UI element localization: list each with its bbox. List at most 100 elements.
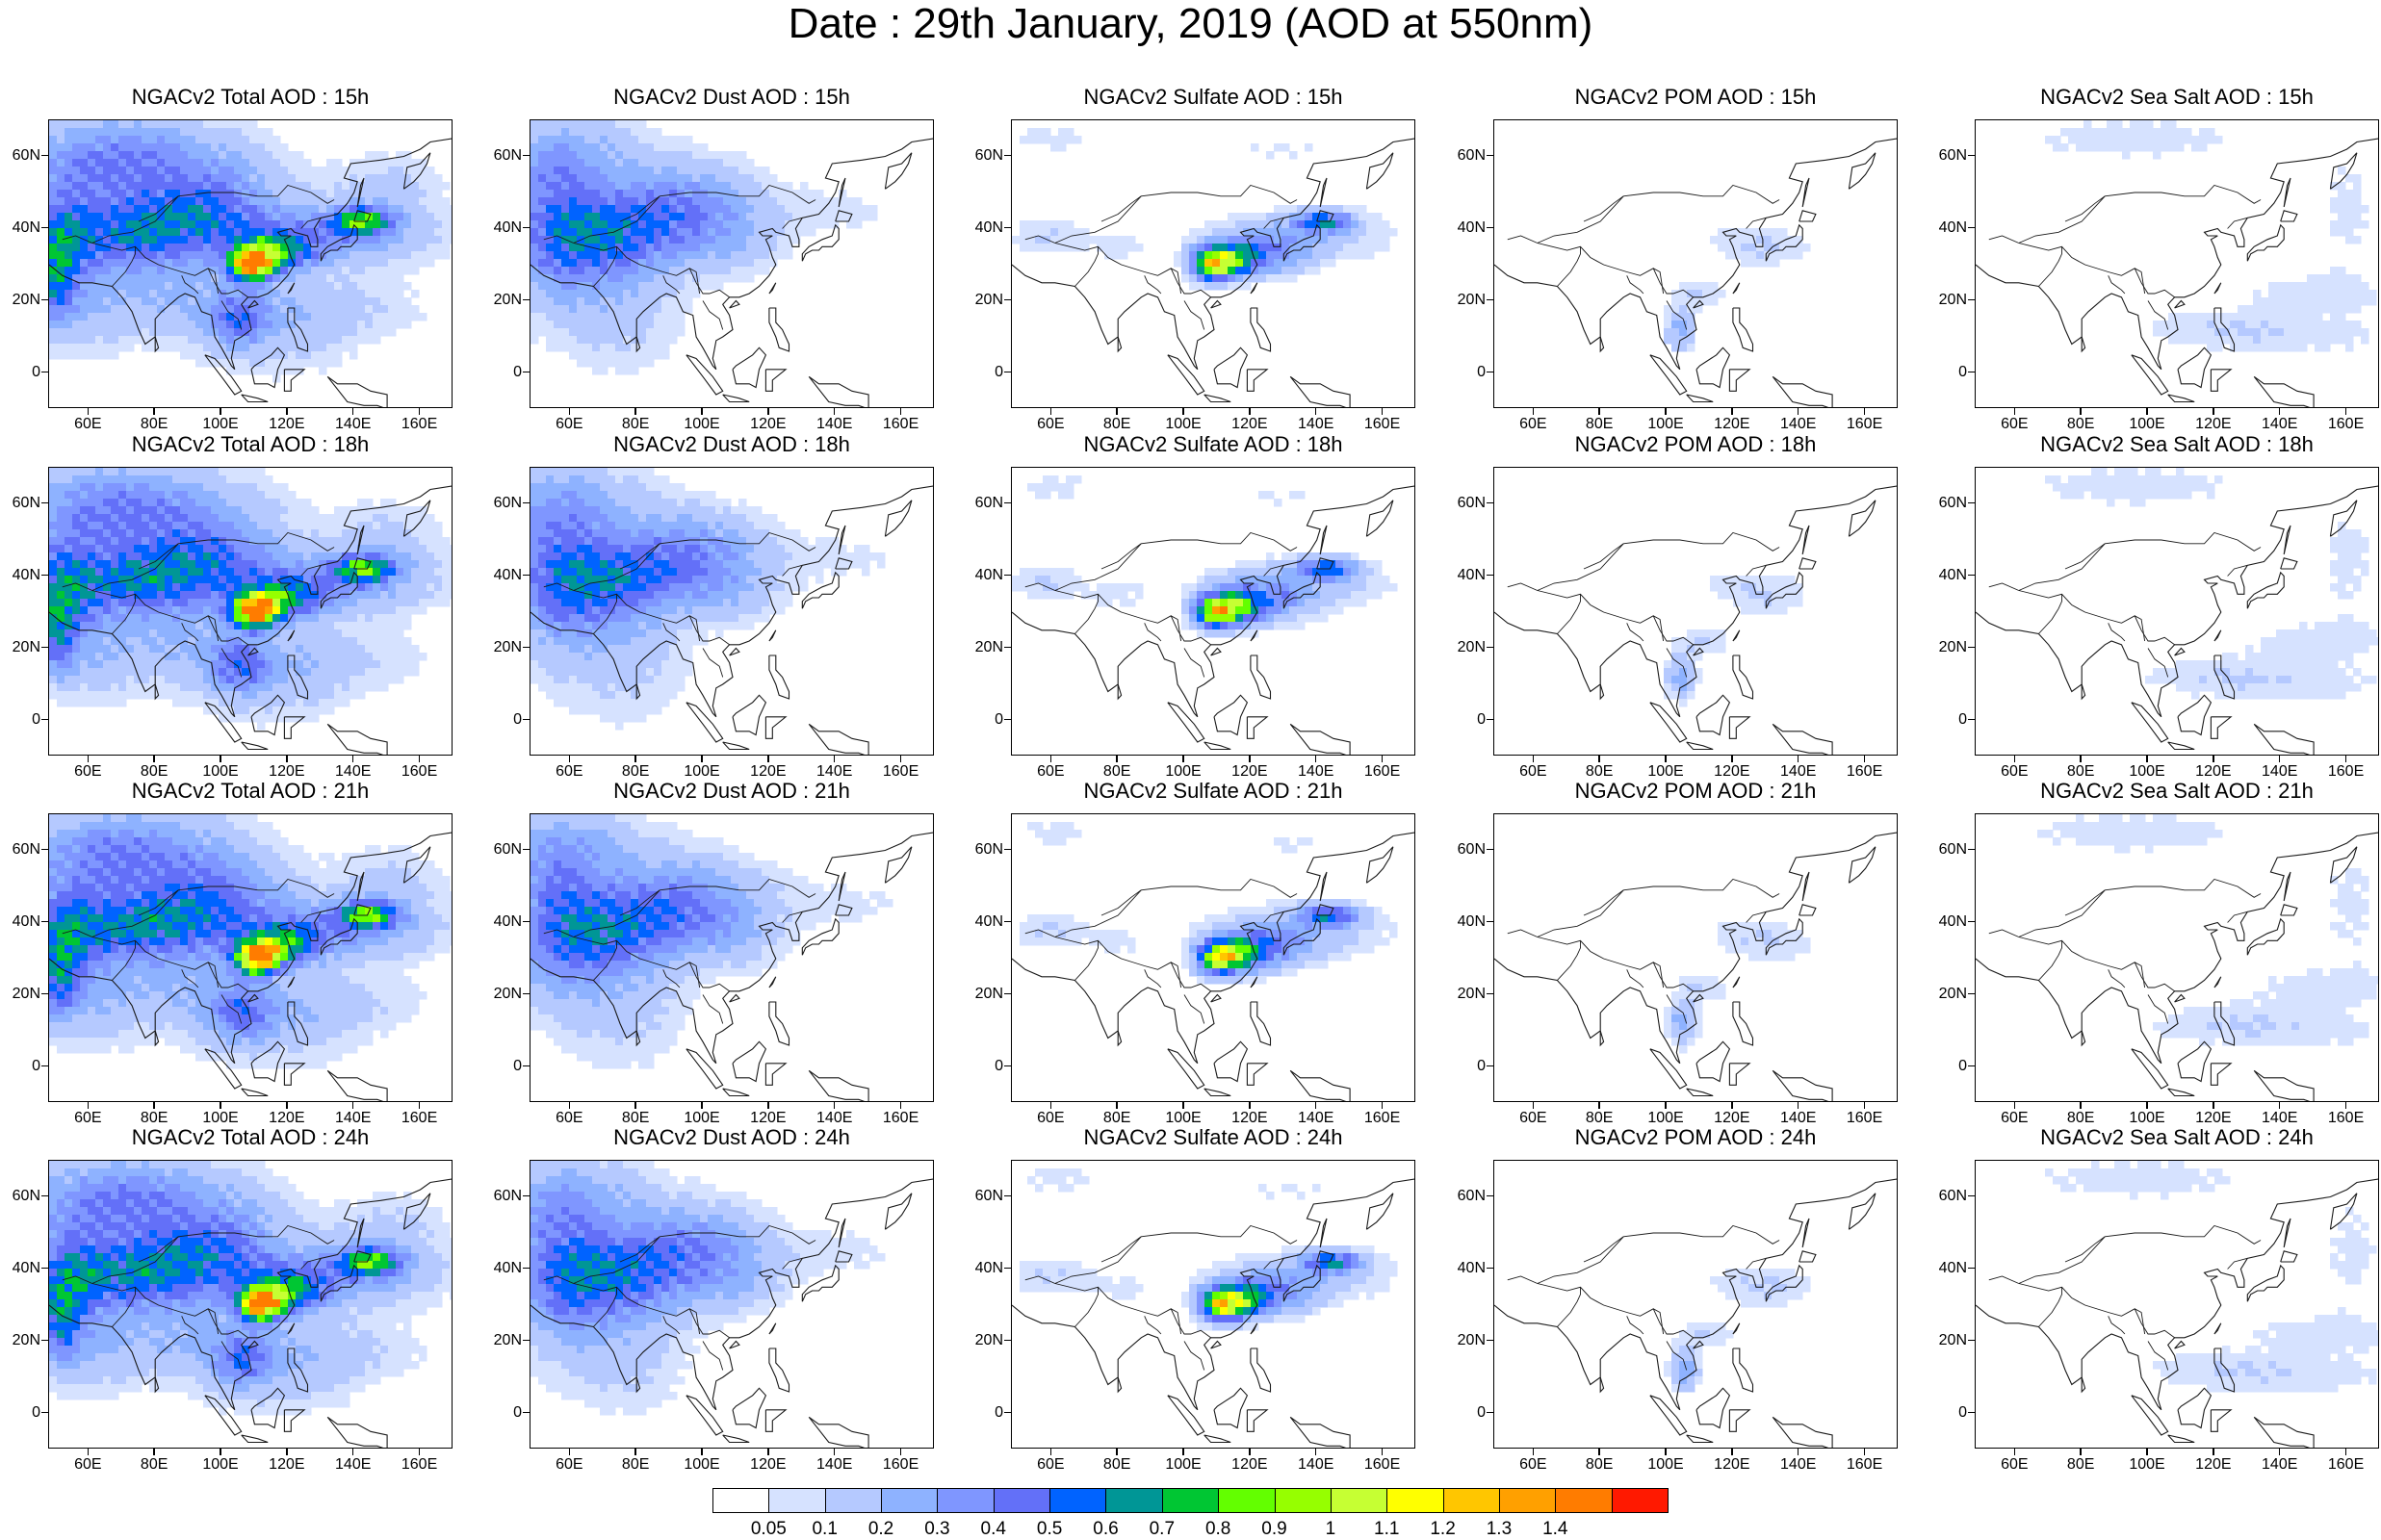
colorbar-label: 1.3 [1470, 1519, 1528, 1540]
colorbar-swatch [1612, 1488, 1669, 1513]
lon-tick-label: 160E [1841, 1456, 1889, 1474]
lat-tick-label: 20N [1449, 292, 1486, 309]
x-tick [2014, 1449, 2016, 1455]
y-tick [41, 1195, 48, 1197]
aod-map [1493, 1160, 1898, 1449]
x-tick [153, 1449, 155, 1455]
x-tick [220, 1449, 221, 1455]
coastline [1802, 178, 1809, 207]
lat-tick-label: 40N [485, 219, 522, 237]
x-tick [569, 1449, 571, 1455]
coastline [769, 1002, 789, 1045]
coastline [1733, 1348, 1753, 1392]
coastline [2247, 225, 2284, 261]
aod-map [530, 467, 934, 756]
panel-title: NGACv2 Sulfate AOD : 24h [1011, 1125, 1415, 1150]
coastline [1729, 717, 1749, 739]
country-border [2019, 1284, 2175, 1338]
country-border [1508, 930, 1538, 937]
coastline [1733, 308, 1753, 351]
x-tick [2279, 756, 2281, 762]
y-tick [41, 1340, 48, 1342]
y-tick [1487, 1340, 1493, 1342]
coastline [1687, 742, 1714, 750]
coastline [765, 1064, 786, 1086]
coastline [2168, 1435, 2195, 1443]
coastline [809, 724, 868, 756]
x-tick [569, 756, 571, 762]
y-tick [41, 849, 48, 851]
coastline [1600, 337, 1603, 351]
coastline [2132, 703, 2168, 742]
country-border [1145, 969, 1161, 988]
y-tick [41, 719, 48, 721]
x-tick [352, 408, 354, 415]
country-border [1989, 583, 2019, 591]
coastline [885, 1194, 912, 1230]
coastline [2178, 347, 2211, 387]
country-border [2038, 940, 2061, 980]
lon-tick-label: 100E [196, 1456, 245, 1474]
coastline [1214, 695, 1247, 734]
country-border [1508, 1276, 1538, 1284]
x-tick [2080, 1449, 2082, 1455]
x-tick [1382, 756, 1384, 762]
coastline [809, 1417, 868, 1449]
coastline [2254, 376, 2314, 408]
coastline [1773, 1417, 1832, 1449]
panel-title: NGACv2 Dust AOD : 21h [530, 779, 934, 804]
coastline [327, 724, 387, 756]
x-tick [2146, 1449, 2148, 1455]
colorbar-swatch [825, 1488, 882, 1513]
lon-tick-label: 160E [396, 1456, 444, 1474]
y-tick [1968, 849, 1975, 851]
y-tick [1004, 993, 1011, 995]
lon-tick-label: 160E [396, 416, 444, 433]
y-tick [41, 575, 48, 577]
lon-tick-label: 120E [2189, 416, 2238, 433]
aod-field [49, 1161, 453, 1449]
coastline [2254, 1070, 2314, 1102]
colorbar-swatch [1049, 1488, 1106, 1513]
lat-tick-label: 20N [967, 986, 1003, 1003]
aod-field [49, 468, 453, 756]
coastline [1211, 649, 1221, 656]
coastline [2284, 1219, 2290, 1247]
coastline [1118, 1031, 1121, 1045]
lat-tick-label: 0 [967, 711, 1003, 729]
x-tick [2080, 408, 2082, 415]
lat-tick-label: 0 [1449, 364, 1486, 381]
y-tick [1004, 299, 1011, 301]
lat-tick-label: 40N [4, 913, 40, 931]
coastline [885, 500, 912, 537]
y-tick [1487, 647, 1493, 649]
x-tick [352, 756, 354, 762]
colorbar-label: 0.05 [739, 1519, 797, 1540]
y-tick [523, 1412, 530, 1414]
x-tick [419, 756, 421, 762]
panel-title: NGACv2 Sea Salt AOD : 18h [1975, 432, 2379, 457]
lat-tick-label: 0 [967, 1058, 1003, 1075]
lat-tick-label: 60N [967, 841, 1003, 859]
lon-tick-label: 60E [1990, 416, 2038, 433]
y-tick [41, 921, 48, 923]
x-tick [2345, 408, 2347, 415]
y-tick [1004, 1412, 1011, 1414]
lon-tick-label: 140E [2256, 416, 2304, 433]
x-tick [834, 756, 836, 762]
lat-tick-label: 60N [1930, 841, 1967, 859]
aod-field [1012, 468, 1415, 756]
coastline [1168, 1396, 1204, 1435]
y-tick [523, 647, 530, 649]
country-border [2019, 1226, 2261, 1284]
lon-tick-label: 60E [545, 416, 593, 433]
y-tick [1968, 1195, 1975, 1197]
coastline [1696, 1388, 1729, 1427]
country-border [2038, 594, 2061, 633]
colorbar-label: 0.2 [852, 1519, 910, 1540]
x-tick [634, 1102, 636, 1109]
x-tick [2014, 756, 2016, 762]
